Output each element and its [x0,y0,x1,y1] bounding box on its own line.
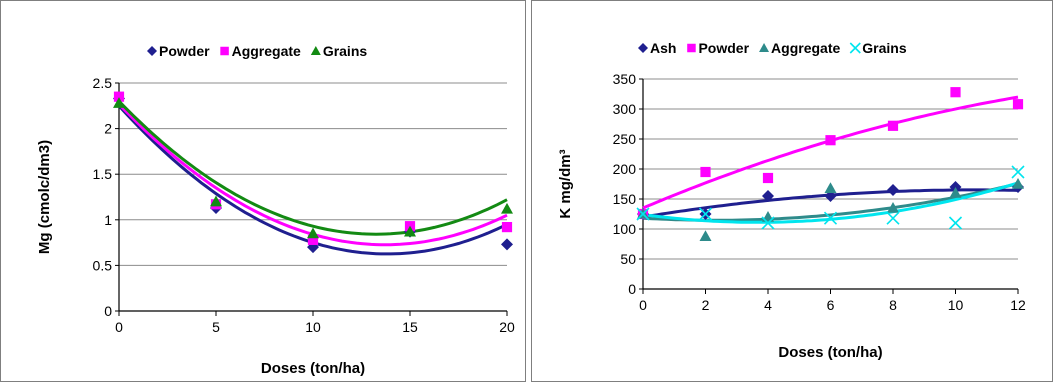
k-point-aggregate [824,182,837,193]
mg-y-tick-label: 2 [104,121,112,137]
mg-legend-label-aggregate: Aggregate [232,43,301,59]
k-point-aggregate [762,211,774,222]
k-x-tick-label: 0 [639,297,647,313]
k-point-grains [761,216,775,230]
k-legend-marker-aggregate [759,43,770,52]
mg-point-powder [501,238,513,251]
k-point-powder [1012,99,1024,110]
k-point-ash [887,184,899,196]
k-legend-label-ash: Ash [650,40,676,56]
k-y-tick-label: 300 [613,101,637,117]
mg-legend-marker-aggregate [220,46,229,56]
k-x-tick-label: 12 [1010,297,1026,313]
k-point-aggregate [1012,178,1024,189]
chart-panel-mg: 0 0.5 1 1.5 2 2.5 0 5 10 15 20 Doses (ton/ha) Mg (cm… [0,0,526,382]
mg-legend-item-powder: Powder [147,43,210,59]
mg-point-aggregate [307,234,319,245]
k-legend-marker-grains [849,42,861,54]
mg-legend-label-grains: Grains [323,43,368,59]
k-point-aggregate [699,230,712,241]
mg-y-tick-label: 2.5 [93,75,113,91]
k-y-tick-label: 200 [613,161,637,177]
mg-trendline-grains [117,100,508,236]
mg-point-aggregate [113,91,125,102]
mg-y-tick-label: 0.5 [93,257,113,273]
k-point-powder [950,87,961,98]
k-legend-label-aggregate: Aggregate [771,40,840,56]
k-legend-item-aggregate: Aggregate [759,40,840,56]
mg-legend-label-powder: Powder [159,43,210,59]
k-legend-item-ash: Ash [638,40,676,56]
k-legend-label-grains: Grains [862,40,907,56]
k-point-grains [886,211,900,225]
mg-point-grains [307,227,319,239]
mg-legend-marker-powder [147,46,157,56]
k-x-tick-label: 4 [764,297,772,313]
mg-x-tick-label: 10 [305,319,321,335]
mg-legend-item-grains: Grains [310,43,368,59]
mg-x-tick-label: 20 [499,319,515,335]
k-y-tick-label: 250 [613,131,637,147]
mg-point-grains [501,202,513,214]
mg-point-grains [404,225,416,237]
k-y-tick-label: 100 [613,221,637,237]
k-x-tick-label: 6 [827,297,835,313]
k-legend-label-powder: Powder [698,40,749,56]
k-point-powder [700,166,711,178]
k-x-tick-label: 10 [948,297,964,313]
mg-point-grains [210,195,222,207]
k-legend-item-powder: Powder [687,40,750,56]
k-point-powder [887,120,899,131]
chart-panel-k: 0 50 100 150 200 250 300 350 0 2 4 6 8 10 12 Doses (ton… [531,0,1053,382]
k-x-axis-title: Doses (ton/ha) [778,344,882,361]
k-legend-item-grains: Grains [849,40,907,56]
k-point-aggregate [949,187,962,198]
k-point-grains [636,207,650,221]
k-point-grains [948,216,963,230]
k-y-tick-label: 350 [613,71,637,87]
mg-x-tick-label: 5 [212,319,220,335]
k-chart: 0 50 100 150 200 250 300 350 0 2 4 6 8 10 12 Doses (ton… [557,40,1026,361]
mg-legend-item-aggregate: Aggregate [220,43,301,59]
k-point-powder [825,135,836,146]
mg-y-tick-label: 0 [104,303,112,319]
k-x-tick-label: 8 [889,297,897,313]
k-legend-marker-ash [638,43,648,53]
k-point-powder [762,172,774,184]
mg-x-axis-title: Doses (ton/ha) [261,360,365,377]
k-y-tick-label: 50 [620,251,636,267]
k-point-grains [1011,165,1025,179]
k-legend-marker-powder [687,43,696,53]
mg-y-axis-title: Mg (cmolc/dm3) [36,140,53,254]
mg-point-aggregate [501,221,513,233]
mg-y-tick-label: 1.5 [93,166,113,182]
mg-y-tick-label: 1 [104,212,112,228]
k-legend: Ash Powder Aggregate Grains [638,40,907,56]
mg-point-grains [113,97,125,108]
k-point-grains [698,207,713,221]
k-point-ash [762,190,774,202]
k-point-grains [823,211,838,225]
mg-legend-marker-grains [310,46,321,55]
mg-legend: Powder Aggregate Grains [147,43,367,59]
k-y-tick-label: 0 [628,281,636,297]
k-point-aggregate [887,202,899,213]
k-y-axis-title: K mg/dm³ [557,149,574,218]
mg-x-tick-label: 15 [402,319,418,335]
k-x-tick-label: 2 [702,297,710,313]
mg-x-tick-label: 0 [115,319,123,335]
k-y-tick-label: 150 [613,191,637,207]
mg-chart: 0 0.5 1 1.5 2 2.5 0 5 10 15 20 Doses (ton/ha) Mg (cm… [36,43,515,377]
